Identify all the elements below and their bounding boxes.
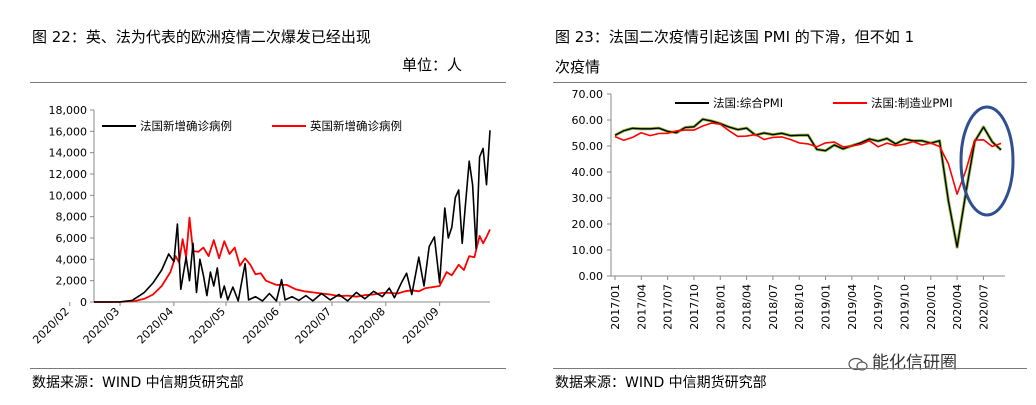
left-series-france: [93, 130, 491, 303]
right-x-tick-label: 2017/04: [635, 284, 648, 330]
right-chart-title-line1: 图 23：法国二次疫情引起该国 PMI 的下滑，但不如 1: [555, 28, 915, 46]
right-chart-source: 数据来源：WIND 中信期货研究部: [555, 375, 767, 391]
right-x-tick-label: 2019/10: [899, 284, 912, 330]
right-x-tick-label: 2018/04: [741, 284, 754, 330]
left-source-rule: [30, 368, 506, 369]
right-y-tick-label: 50.00: [572, 140, 604, 153]
left-chart-title: 图 22：英、法为代表的欧洲疫情二次爆发已经出现: [32, 28, 371, 46]
left-x-tick-label: 2020/06: [240, 305, 282, 347]
left-chart-unit: 单位：人: [402, 56, 463, 74]
highlight-ellipse: [959, 105, 1015, 217]
right-x-tick-label: 2020/01: [925, 284, 938, 330]
left-x-tick-label: 2020/04: [135, 305, 177, 347]
right-legend-label: 法国:综合PMI: [713, 96, 783, 110]
left-y-tick-label: 0: [80, 296, 87, 309]
left-x-tick-label: 2020/09: [400, 305, 442, 347]
left-series-uk: [93, 216, 491, 303]
right-series-manufacturing: [614, 122, 1002, 195]
left-y-tick-label: 14,000: [49, 147, 88, 160]
right-x-tick-label: 2019/07: [872, 284, 885, 330]
left-title-rule: [30, 82, 506, 83]
right-y-tick-label: 0.00: [579, 270, 604, 283]
right-x-tick-label: 2018/07: [767, 284, 780, 330]
right-legend-label: 法国:制造业PMI: [871, 96, 953, 110]
left-y-tick-label: 16,000: [49, 125, 88, 138]
right-chart-axes: 0.00 10.00 20.00 30.00 40.00 50.00 60.00 70.00 2…: [572, 88, 1005, 330]
watermark: 能化信研圈: [848, 348, 957, 373]
right-x-tick-label: 2019/01: [820, 284, 833, 330]
left-y-tick-label: 12,000: [49, 168, 88, 181]
left-x-tick-label: 2020/05: [187, 305, 229, 347]
right-y-tick-label: 10.00: [572, 244, 604, 257]
left-chart-legend: 法国新增确诊病例 英国新增确诊病例: [102, 119, 402, 133]
right-y-tick-label: 20.00: [572, 218, 604, 231]
right-x-tick-label: 2019/04: [846, 284, 859, 330]
left-chart: 0 2,000 4,000 6,000 8,000 10,000 12,000 14,000 1…: [30, 104, 491, 346]
right-chart-series: [614, 117, 1003, 249]
left-y-tick-label: 2,000: [56, 275, 88, 288]
right-chart: 0.00 10.00 20.00 30.00 40.00 50.00 60.00 70.00 2…: [572, 88, 1015, 330]
right-x-tick-label: 2017/07: [662, 284, 675, 330]
left-y-tick-label: 8,000: [56, 211, 88, 224]
right-series-composite-halo: [614, 117, 1003, 249]
left-y-tick-label: 18,000: [49, 104, 88, 117]
left-chart-series: [93, 130, 491, 303]
left-legend-label: 法国新增确诊病例: [140, 119, 232, 133]
left-x-tick-label: 2020/03: [81, 305, 123, 347]
left-x-tick-label: 2020/02: [30, 305, 72, 347]
watermark-text: 能化信研圈: [872, 353, 957, 373]
right-title-rule: [553, 82, 1027, 83]
right-y-tick-label: 70.00: [572, 88, 604, 101]
right-chart-legend: 法国:综合PMI 法国:制造业PMI: [675, 96, 953, 110]
right-x-tick-label: 2017/01: [609, 284, 622, 330]
left-chart-axes: 0 2,000 4,000 6,000 8,000 10,000 12,000 14,000 1…: [30, 104, 490, 346]
right-x-tick-label: 2020/04: [951, 284, 964, 330]
right-x-tick-label: 2018/01: [714, 284, 727, 330]
left-x-tick-label: 2020/08: [346, 305, 388, 347]
right-y-tick-label: 30.00: [572, 192, 604, 205]
left-chart-source: 数据来源：WIND 中信期货研究部: [32, 375, 244, 391]
left-y-tick-label: 6,000: [56, 232, 88, 245]
right-chart-title-line2: 次疫情: [555, 58, 601, 76]
right-y-tick-label: 40.00: [572, 166, 604, 179]
left-y-tick-label: 10,000: [49, 189, 88, 202]
left-legend-label: 英国新增确诊病例: [310, 119, 402, 133]
right-y-tick-label: 60.00: [572, 114, 604, 127]
right-x-tick-label: 2020/07: [977, 284, 990, 330]
left-x-tick-label: 2020/07: [293, 305, 335, 347]
right-source-rule: [553, 368, 1027, 369]
right-series-composite: [614, 118, 1002, 248]
right-x-tick-label: 2018/10: [793, 284, 806, 330]
left-y-tick-label: 4,000: [56, 253, 88, 266]
right-x-tick-label: 2017/10: [688, 284, 701, 330]
